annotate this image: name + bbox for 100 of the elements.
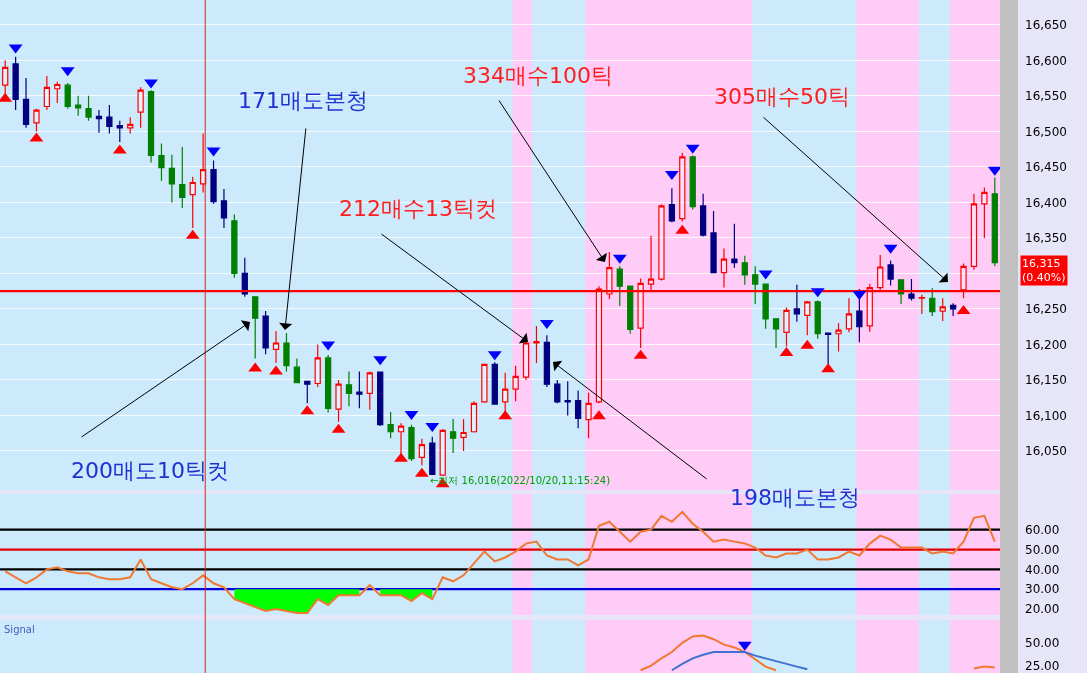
candlestick <box>345 370 353 407</box>
candlestick <box>658 203 665 282</box>
y-tick-label: 16,500 <box>1025 124 1067 139</box>
candlestick <box>533 325 540 364</box>
text: 16,315 (0.40%) <box>1022 257 1066 285</box>
point <box>987 166 1000 176</box>
chart-title: Signal <box>4 624 35 635</box>
candlestick <box>804 300 811 336</box>
candlestick <box>616 265 623 307</box>
point <box>144 79 158 89</box>
candlestick <box>689 154 696 211</box>
point <box>269 365 283 375</box>
candlestick <box>564 380 571 417</box>
candlestick <box>429 436 436 476</box>
candlestick <box>293 358 301 384</box>
candlestick <box>877 254 884 292</box>
candlestick <box>106 104 113 135</box>
y-tick-label: 30.00 <box>1025 582 1060 597</box>
candlestick <box>262 310 269 355</box>
candlestick <box>866 283 873 333</box>
candlestick <box>85 95 92 122</box>
candlestick <box>377 370 384 427</box>
annotation: 171매도본청 <box>238 88 368 113</box>
candlestick <box>585 392 592 439</box>
y-tick-label: 20.00 <box>1025 602 1060 617</box>
candlestick <box>970 193 978 271</box>
candlestick <box>949 302 957 317</box>
candlestick <box>116 120 123 143</box>
candlestick <box>741 255 748 286</box>
candlestick <box>543 334 551 388</box>
y-tick-label: 16,600 <box>1025 53 1067 68</box>
annotation: 212매수13틱컷 <box>339 196 497 221</box>
candlestick <box>147 89 155 164</box>
y-tick-label: 16,050 <box>1025 444 1067 459</box>
y-tick-label: 60.00 <box>1025 522 1060 537</box>
candlestick <box>179 146 186 209</box>
y-tick-label: 16,650 <box>1025 18 1067 33</box>
point <box>592 410 606 420</box>
candlestick <box>33 108 40 132</box>
candlestick <box>408 424 415 462</box>
candlestick <box>491 361 498 406</box>
y-tick-label: 25.00 <box>1025 658 1060 673</box>
candlestick <box>835 322 842 353</box>
candlestick <box>918 294 926 315</box>
candlestick <box>824 332 832 365</box>
candlestick <box>762 283 769 330</box>
candlestick <box>783 306 790 348</box>
annotation: 198매도본청 <box>730 485 860 510</box>
candlestick <box>606 251 613 300</box>
candlestick <box>772 318 780 349</box>
candlestick <box>981 186 988 239</box>
candlestick <box>74 95 82 117</box>
y-tick-label: 16,100 <box>1025 408 1067 423</box>
candlestick <box>95 109 103 134</box>
candlestick <box>54 81 61 104</box>
candlestick <box>272 330 280 364</box>
y-tick-label: 16,350 <box>1025 231 1067 246</box>
y-tick-label: 16,550 <box>1025 89 1067 104</box>
candlestick <box>699 193 707 238</box>
y-tick-label: 40.00 <box>1025 562 1060 577</box>
candlestick <box>304 380 311 404</box>
candlestick <box>335 379 342 423</box>
candlestick <box>210 159 217 205</box>
candlestick <box>522 340 530 381</box>
candlestick <box>512 365 519 402</box>
candlestick <box>22 77 30 129</box>
candlestick <box>647 235 655 292</box>
candlestick <box>231 213 238 279</box>
line-series <box>4 510 996 615</box>
y-tick-label: 50.00 <box>1025 636 1060 651</box>
candlestick <box>595 285 603 404</box>
candlestick <box>679 152 686 223</box>
candlestick <box>64 82 71 110</box>
y-tick-label: 50.00 <box>1025 542 1060 557</box>
candlestick <box>731 223 738 269</box>
y-tick-label: 16,150 <box>1025 373 1067 388</box>
candlestick <box>845 297 853 333</box>
annotation: 334매수100틱 <box>463 63 613 88</box>
candlestick <box>793 284 801 323</box>
candlestick <box>158 142 165 182</box>
y-tick-label: 16,200 <box>1025 337 1067 352</box>
candlestick <box>481 363 488 404</box>
candlestick <box>137 86 144 129</box>
candlestick <box>939 297 946 322</box>
candlestick <box>668 187 676 223</box>
candlestick <box>627 285 634 335</box>
candlestick <box>439 428 446 476</box>
candlestick <box>574 389 582 429</box>
annotation: 305매수50틱 <box>714 84 850 109</box>
candlestick <box>960 262 967 299</box>
candlestick <box>324 354 332 414</box>
candlestick <box>720 247 728 289</box>
candlestick <box>43 75 51 111</box>
candlestick <box>127 116 134 135</box>
y-tick-label: 16,450 <box>1025 160 1067 175</box>
candlestick <box>908 278 915 301</box>
point <box>394 452 408 462</box>
candlestick <box>887 260 894 287</box>
candlestick <box>314 343 321 388</box>
candlestick <box>366 370 373 411</box>
